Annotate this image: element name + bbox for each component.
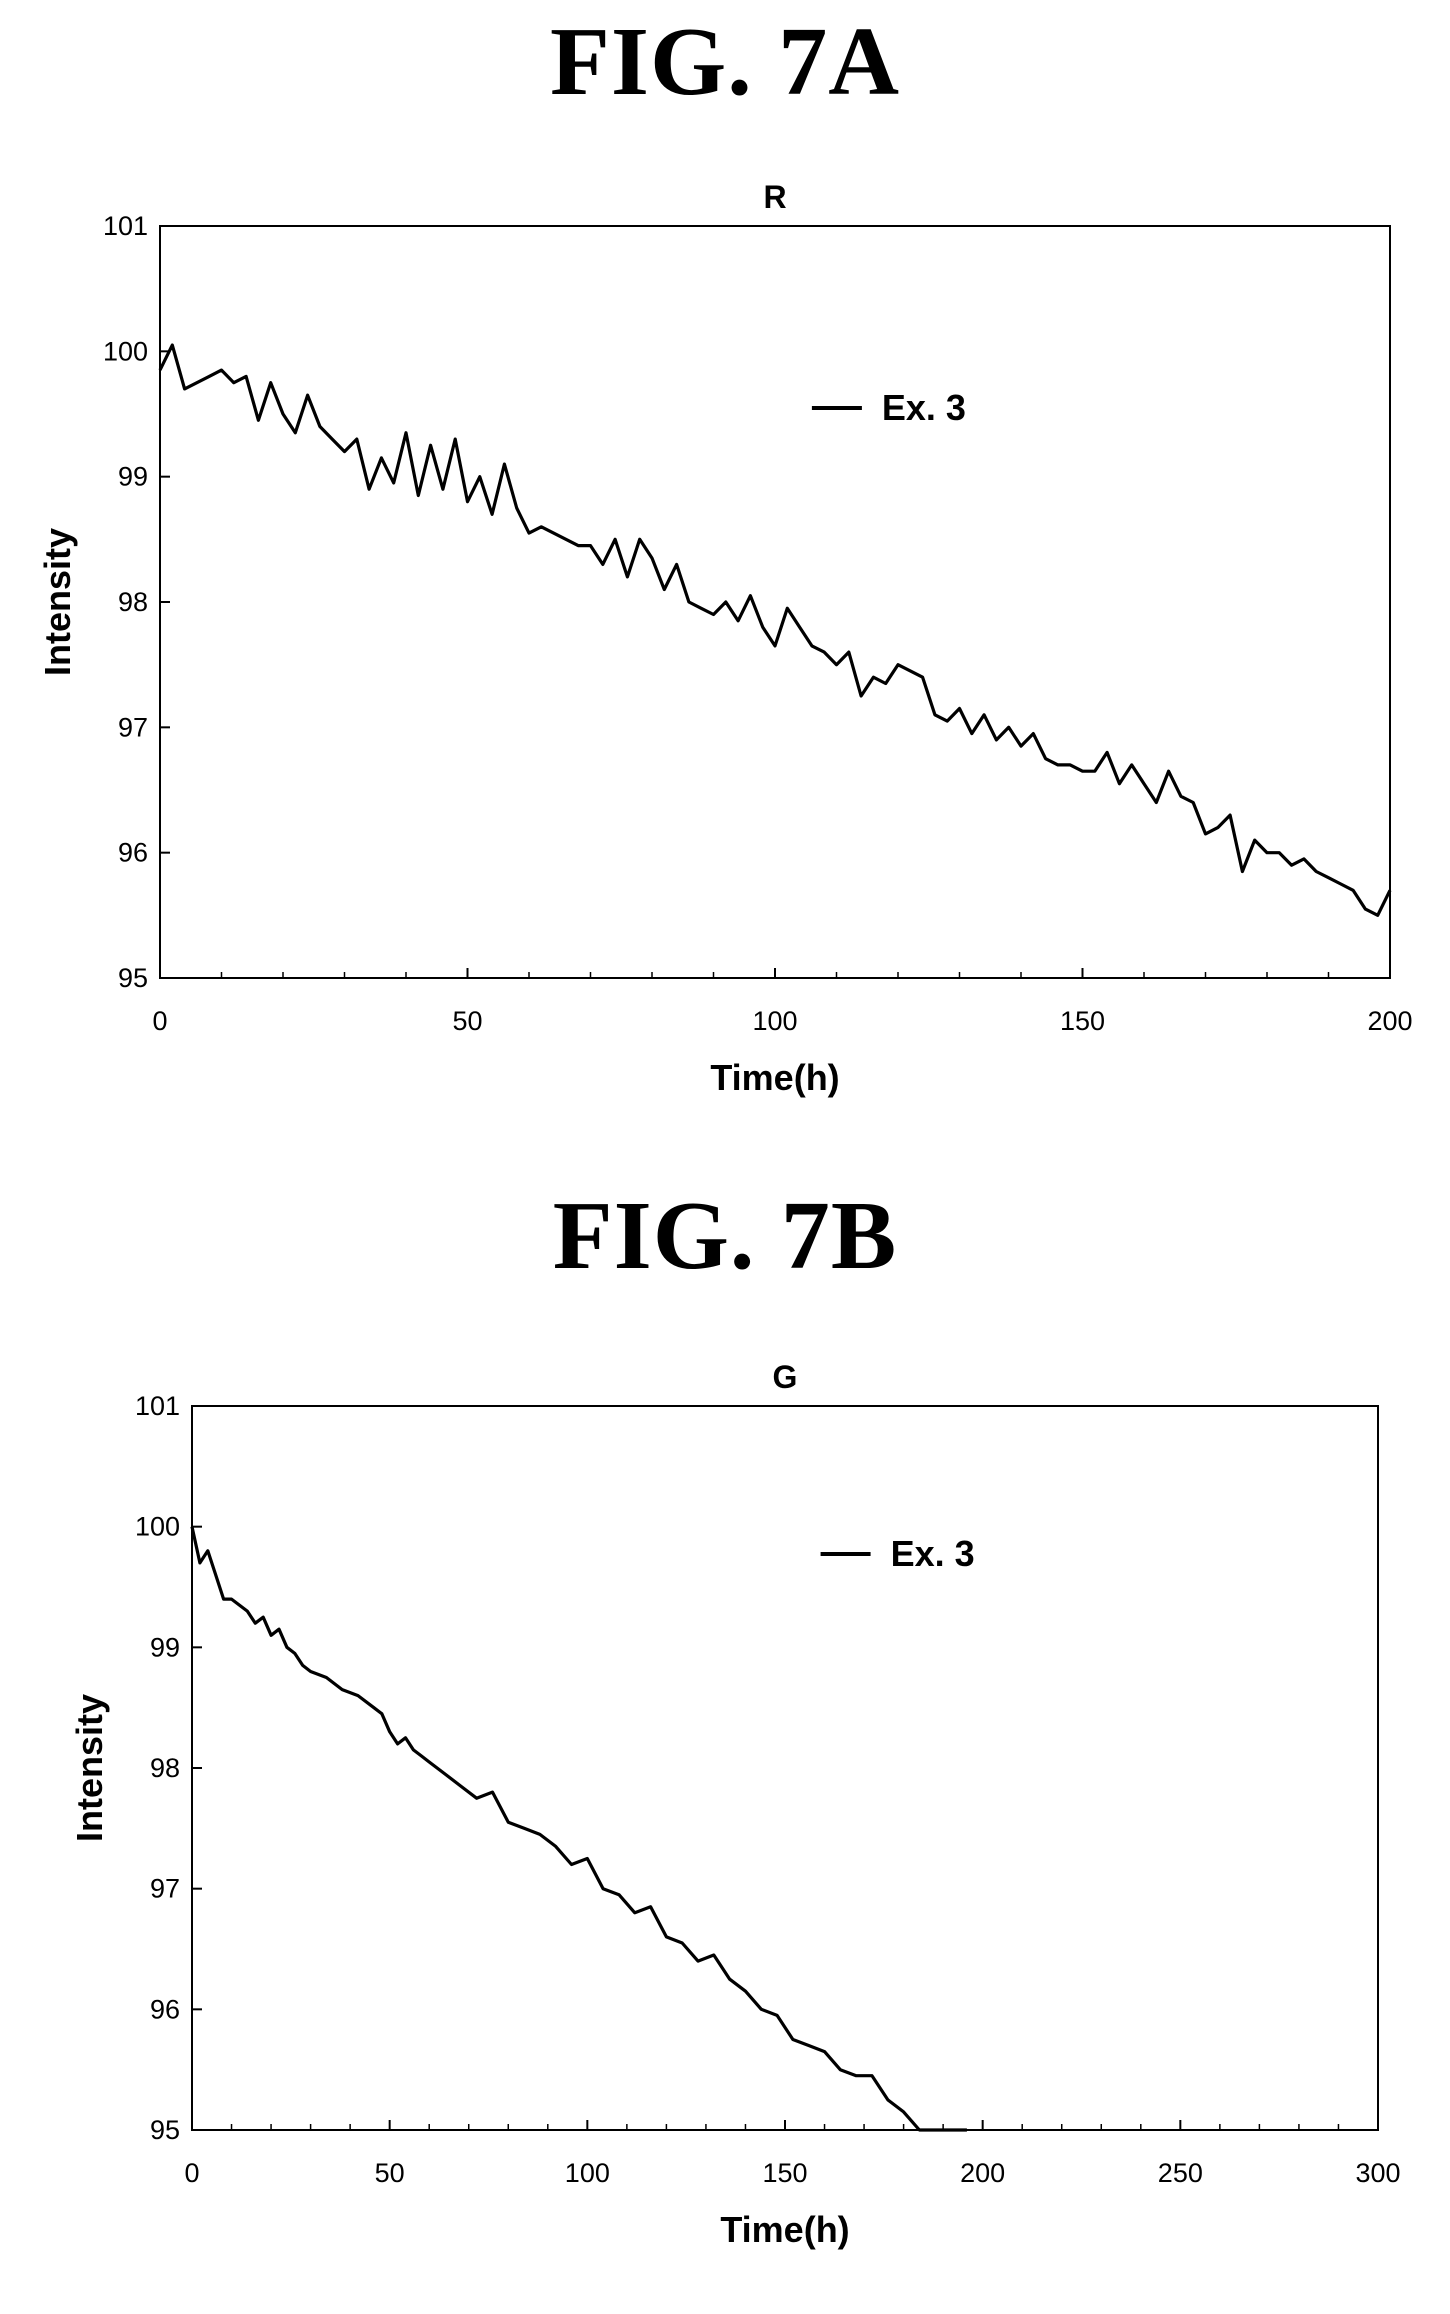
legend-label: Ex. 3 [882,387,966,428]
y-axis-label: Intensity [69,1694,110,1842]
x-tick-label: 300 [1355,2158,1400,2188]
y-tick-label: 96 [118,838,148,868]
y-tick-label: 99 [150,1632,180,1662]
y-tick-label: 97 [118,712,148,742]
y-tick-label: 97 [150,1874,180,1904]
figure-7a-title: FIG. 7A [550,8,900,116]
legend-label: Ex. 3 [891,1533,975,1574]
plot-frame [159,225,1391,979]
y-tick-label: 100 [103,336,148,366]
y-tick-label: 101 [103,211,148,241]
x-tick-label: 200 [1367,1006,1412,1036]
series-line-ex3 [190,1526,967,2132]
y-axis-label: Intensity [37,528,78,676]
chart-title: G [773,1359,798,1395]
x-tick-label: 250 [1158,2158,1203,2188]
x-axis-label: Time(h) [710,1057,839,1098]
y-tick-label: 95 [118,963,148,993]
y-tick-label: 98 [118,587,148,617]
x-tick-label: 0 [152,1006,167,1036]
y-tick-label: 101 [135,1391,180,1421]
x-tick-label: 0 [184,2158,199,2188]
figure-7b-title: FIG. 7B [552,1182,898,1290]
x-tick-label: 200 [960,2158,1005,2188]
plot-frame [191,1405,1379,2131]
x-tick-label: 100 [752,1006,797,1036]
y-tick-label: 96 [150,1994,180,2024]
x-tick-label: 50 [452,1006,482,1036]
x-tick-label: 50 [375,2158,405,2188]
y-tick-label: 95 [150,2115,180,2145]
x-axis-label: Time(h) [720,2209,849,2250]
chart-r: R 95 96 97 98 99 100 101 0 50 100 150 200 Time(h) Inte… [37,179,1413,1098]
chart-title: R [763,179,786,215]
series-line-ex3 [158,343,1392,917]
x-tick-label: 100 [565,2158,610,2188]
y-tick-label: 99 [118,462,148,492]
y-tick-label: 100 [135,1512,180,1542]
x-tick-label: 150 [762,2158,807,2188]
x-tick-label: 150 [1060,1006,1105,1036]
y-tick-label: 98 [150,1753,180,1783]
chart-g: G 95 96 97 98 99 100 101 0 50 100 150 200 250 300 Time(… [69,1359,1401,2250]
